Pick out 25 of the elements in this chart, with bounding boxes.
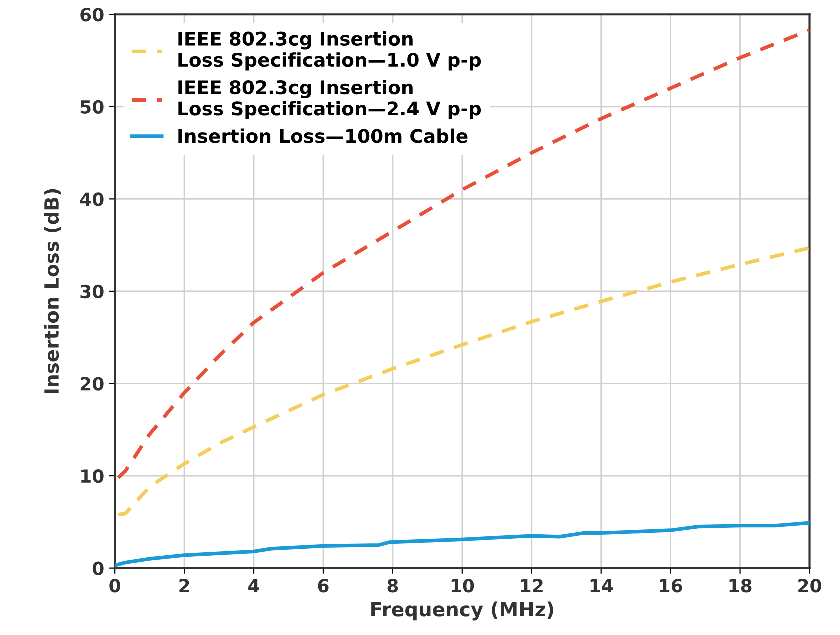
y-tick-label: 50 (80, 100, 104, 114)
y-tick-label: 10 (82, 469, 104, 484)
x-tick-label: 10 (452, 579, 474, 593)
x-tick-label: 6 (318, 579, 329, 593)
line-series (116, 246, 810, 517)
x-tick-label: 20 (798, 579, 822, 593)
legend-label: IEEE 802.3cg Insertion Loss Specification—1.0 V p-p (178, 31, 482, 71)
y-axis-title: Insertion Loss (dB) (44, 189, 62, 394)
x-tick-label: 2 (180, 579, 190, 592)
y-tick-label: 20 (80, 377, 104, 391)
y-tick-label: 60 (80, 8, 104, 22)
x-tick-label: 16 (660, 579, 682, 593)
x-tick-label: 8 (388, 579, 398, 593)
x-tick-label: 18 (730, 579, 752, 593)
x-tick-label: 12 (521, 579, 543, 592)
line-series (116, 28, 810, 480)
legend-label: IEEE 802.3cg Insertion Loss Specification—2.4 V p-p (178, 80, 482, 120)
y-tick-label: 40 (80, 192, 104, 206)
y-tick-label: 30 (80, 284, 104, 299)
x-tick-label: 0 (110, 579, 120, 593)
y-tick-label: 0 (92, 562, 104, 576)
x-tick-label: 4 (248, 579, 260, 592)
legend-label: Insertion Loss—100m Cable (178, 128, 468, 144)
x-tick-label: 14 (590, 579, 614, 592)
x-axis-title: Frequency (MHz) (372, 602, 554, 621)
